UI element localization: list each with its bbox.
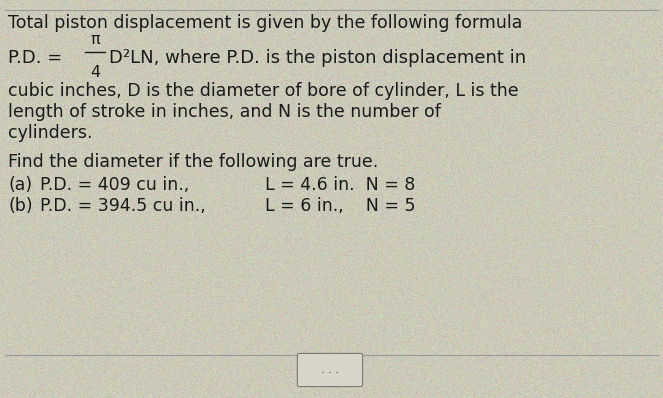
Text: P.D. = 394.5 cu in.,: P.D. = 394.5 cu in., [40,197,206,215]
Text: . . .: . . . [321,365,339,375]
Text: length of stroke in inches, and N is the number of: length of stroke in inches, and N is the… [8,103,441,121]
Text: (b): (b) [8,197,32,215]
Text: P.D. = 409 cu in.,: P.D. = 409 cu in., [40,176,189,194]
Text: (a): (a) [8,176,32,194]
Text: L = 4.6 in.  N = 8: L = 4.6 in. N = 8 [265,176,416,194]
Text: L = 6 in.,    N = 5: L = 6 in., N = 5 [265,197,416,215]
Text: Total piston displacement is given by the following formula: Total piston displacement is given by th… [8,14,522,32]
Text: π: π [90,33,100,47]
Text: 4: 4 [90,65,100,80]
Text: P.D. =: P.D. = [8,49,68,67]
Text: Find the diameter if the following are true.: Find the diameter if the following are t… [8,153,379,171]
Text: D²LN, where P.D. is the piston displacement in: D²LN, where P.D. is the piston displacem… [109,49,526,67]
Text: cylinders.: cylinders. [8,124,93,142]
Text: cubic inches, D is the diameter of bore of cylinder, L is the: cubic inches, D is the diameter of bore … [8,82,518,100]
FancyBboxPatch shape [297,353,363,386]
